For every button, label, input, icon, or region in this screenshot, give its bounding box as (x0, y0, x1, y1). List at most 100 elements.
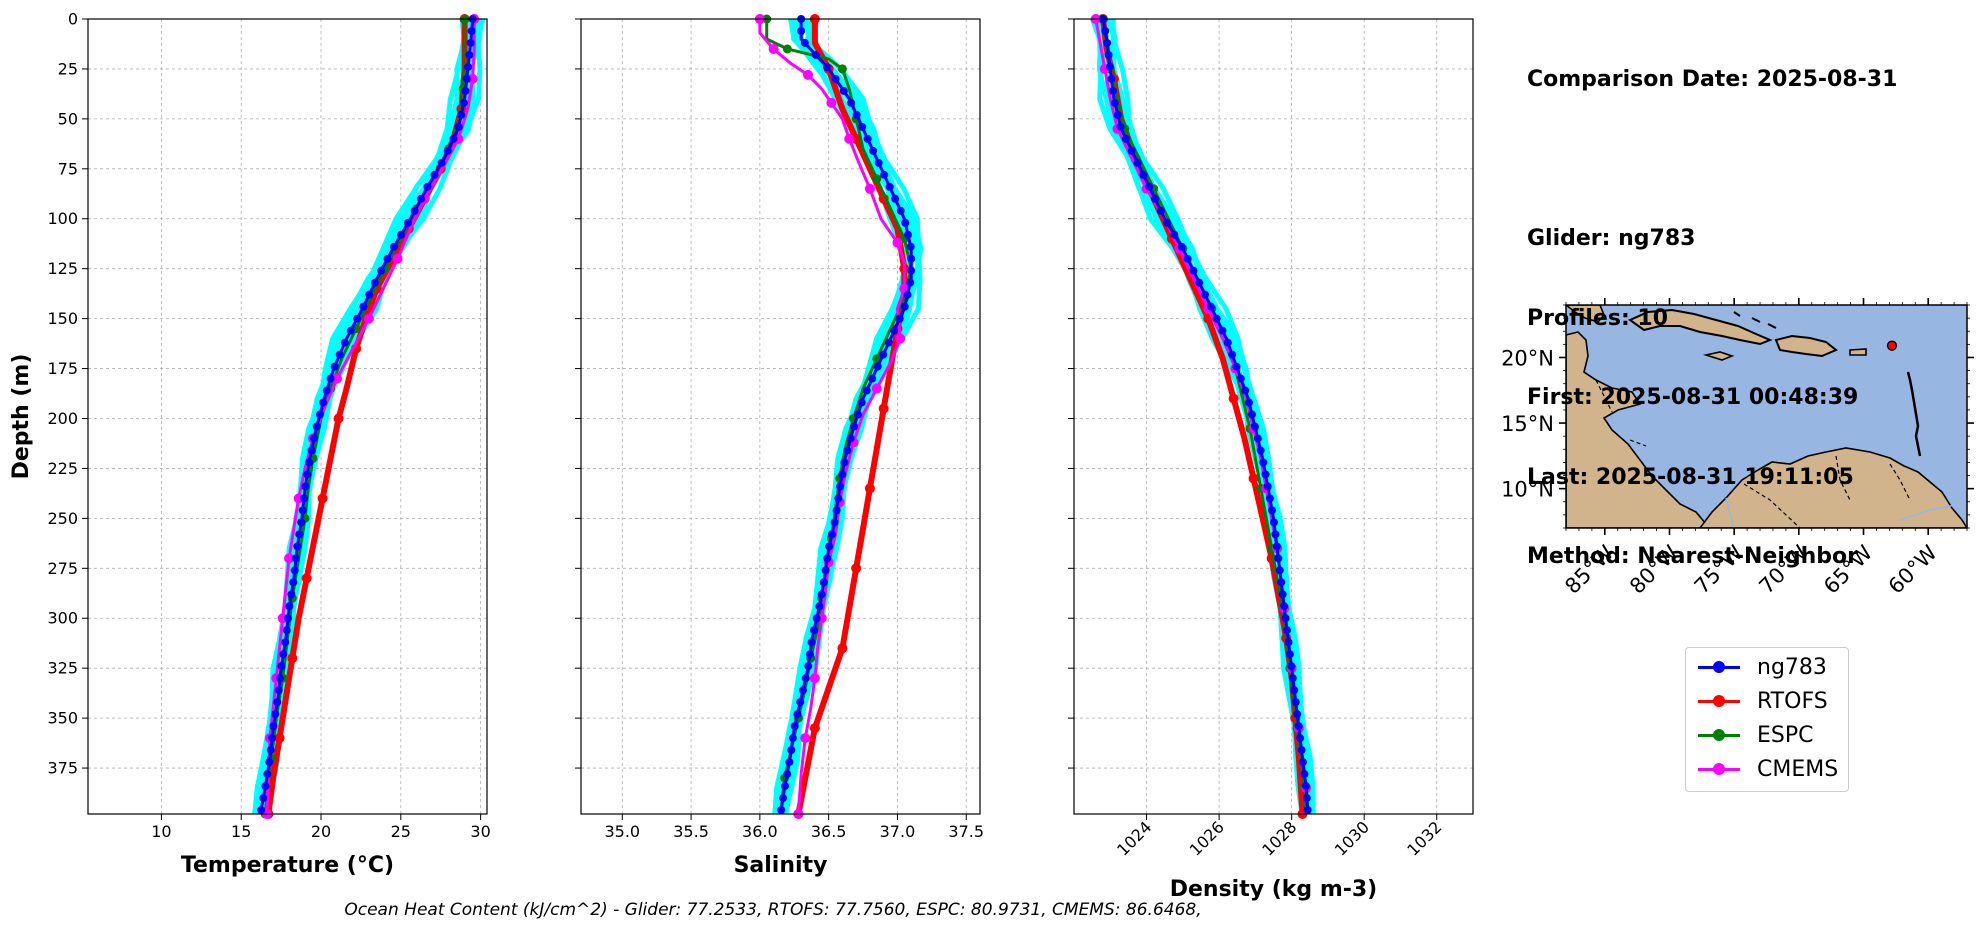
series-point-ng783 (340, 338, 349, 347)
glider-position-marker (1886, 340, 1898, 351)
legend-swatch (1694, 652, 1744, 682)
series-point-ng783 (266, 746, 275, 755)
x-tick-label: 20 (311, 822, 331, 841)
series-point-ng783 (779, 794, 788, 803)
map-land-yucatan (1566, 331, 1715, 528)
series-point-ng783 (884, 338, 893, 347)
series-point-cmems (809, 673, 820, 684)
series-point-ng783 (301, 482, 310, 491)
axes-frame (1073, 18, 1474, 815)
series-point-ng783 (868, 374, 877, 383)
comparison-date: Comparison Date: 2025-08-31 (1527, 67, 1898, 92)
series-point-rtofs (1228, 393, 1239, 404)
footer-ohc: Ocean Heat Content (kJ/cm^2) - Glider: 7… (0, 900, 1982, 920)
series-point-ng783 (1300, 770, 1309, 779)
series-point-ng783 (1274, 554, 1283, 563)
series-point-ng783 (830, 518, 839, 527)
series-point-ng783 (295, 530, 304, 539)
series-point-ng783 (1104, 50, 1113, 59)
series-point-ng783 (890, 326, 899, 335)
series-point-ng783 (1296, 734, 1305, 743)
series-point-ng783 (1189, 266, 1198, 275)
series-point-ng783 (459, 98, 468, 107)
series-point-ng783 (310, 434, 319, 443)
series-point-ng783 (1232, 362, 1241, 371)
legend-swatch (1694, 754, 1744, 784)
series-point-ng783 (312, 422, 321, 431)
series-point-ng783 (1287, 662, 1296, 671)
series-point-ng783 (805, 650, 814, 659)
series-point-ng783 (903, 230, 912, 239)
series-point-cmems (871, 383, 882, 394)
series-point-ng783 (326, 374, 335, 383)
series-point-ng783 (797, 26, 806, 35)
series-point-ng783 (790, 722, 799, 731)
map-rivers (1725, 497, 1956, 528)
series-point-ng783 (850, 422, 859, 431)
series-point-ng783 (873, 362, 882, 371)
legend-label: CMEMS (1757, 756, 1839, 782)
series-point-ng783 (847, 98, 856, 107)
series-point-ng783 (1212, 314, 1221, 323)
series-point-ng783 (1283, 626, 1292, 635)
series-point-rtofs (878, 403, 889, 414)
series-point-ng783 (863, 134, 872, 143)
series-point-ng783 (800, 38, 809, 47)
temperature-panel: 10 15 20 25 30025507510012515017520022525027… (9, 10, 491, 879)
series-point-cmems (844, 133, 855, 144)
series-point-ng783 (1145, 182, 1154, 191)
series-point-rtofs (864, 483, 875, 494)
series-point-ng783 (896, 206, 905, 215)
y-tick-label: 275 (47, 559, 78, 578)
series-point-ng783 (1271, 530, 1280, 539)
series-point-ng783 (410, 206, 419, 215)
y-tick-label: 100 (47, 209, 78, 228)
x-tick-label: 10 (151, 822, 171, 841)
series-point-ng783 (793, 710, 802, 719)
salinity-panel: 35.0 35.5 36.0 36.5 37.0 37.5 Salinity (575, 14, 984, 878)
series-point-ng783 (1177, 242, 1186, 251)
x-tick-label: 37.5 (948, 822, 984, 841)
series-point-ng783 (259, 794, 268, 803)
series-point-ng783 (817, 590, 826, 599)
series-point-ng783 (1277, 578, 1286, 587)
series-point-ng783 (1116, 122, 1125, 131)
series-point-rtofs (317, 493, 328, 504)
series-point-ng783 (895, 314, 904, 323)
map-borders (1595, 379, 1911, 528)
series-point-ng783 (299, 494, 308, 503)
x-tick-label: 36.0 (742, 822, 778, 841)
x-tick-label: 1032 (1403, 817, 1445, 859)
series-point-ng783 (787, 746, 796, 755)
y-tick-label: 25 (58, 59, 78, 78)
series-point-rtofs (851, 563, 862, 574)
series-point-ng783 (858, 122, 867, 131)
glider-profile-line (1109, 18, 1316, 815)
series-point-ng783 (1256, 446, 1265, 455)
series-point-ng783 (1288, 674, 1297, 683)
profile-count: Profiles: 10 (1527, 305, 1669, 331)
series-point-ng783 (303, 470, 312, 479)
series-point-ng783 (907, 266, 916, 275)
y-tick-label: 150 (47, 309, 78, 328)
series-point-ng783 (823, 554, 832, 563)
series-point-ng783 (869, 146, 878, 155)
series-point-ng783 (1263, 482, 1272, 491)
series-point-ng783 (838, 470, 847, 479)
y-tick-label: 250 (47, 509, 78, 528)
series-point-ng783 (852, 110, 861, 119)
series-point-ng783 (1228, 350, 1237, 359)
series-point-ng783 (862, 386, 871, 395)
series-point-ng783 (1218, 326, 1227, 335)
x-tick-label: 1028 (1258, 817, 1300, 859)
y-axis-label: Depth (m) (9, 354, 34, 480)
series-point-ng783 (901, 218, 910, 227)
series-point-cmems (803, 69, 814, 80)
series-point-ng783 (315, 410, 324, 419)
legend-item-ng783: ng783 (1694, 652, 1827, 682)
series-point-ng783 (777, 806, 786, 815)
series-point-cmems (826, 97, 837, 108)
y-tick-label: 325 (47, 659, 78, 678)
series-point-ng783 (346, 326, 355, 335)
series-point-ng783 (383, 254, 392, 263)
